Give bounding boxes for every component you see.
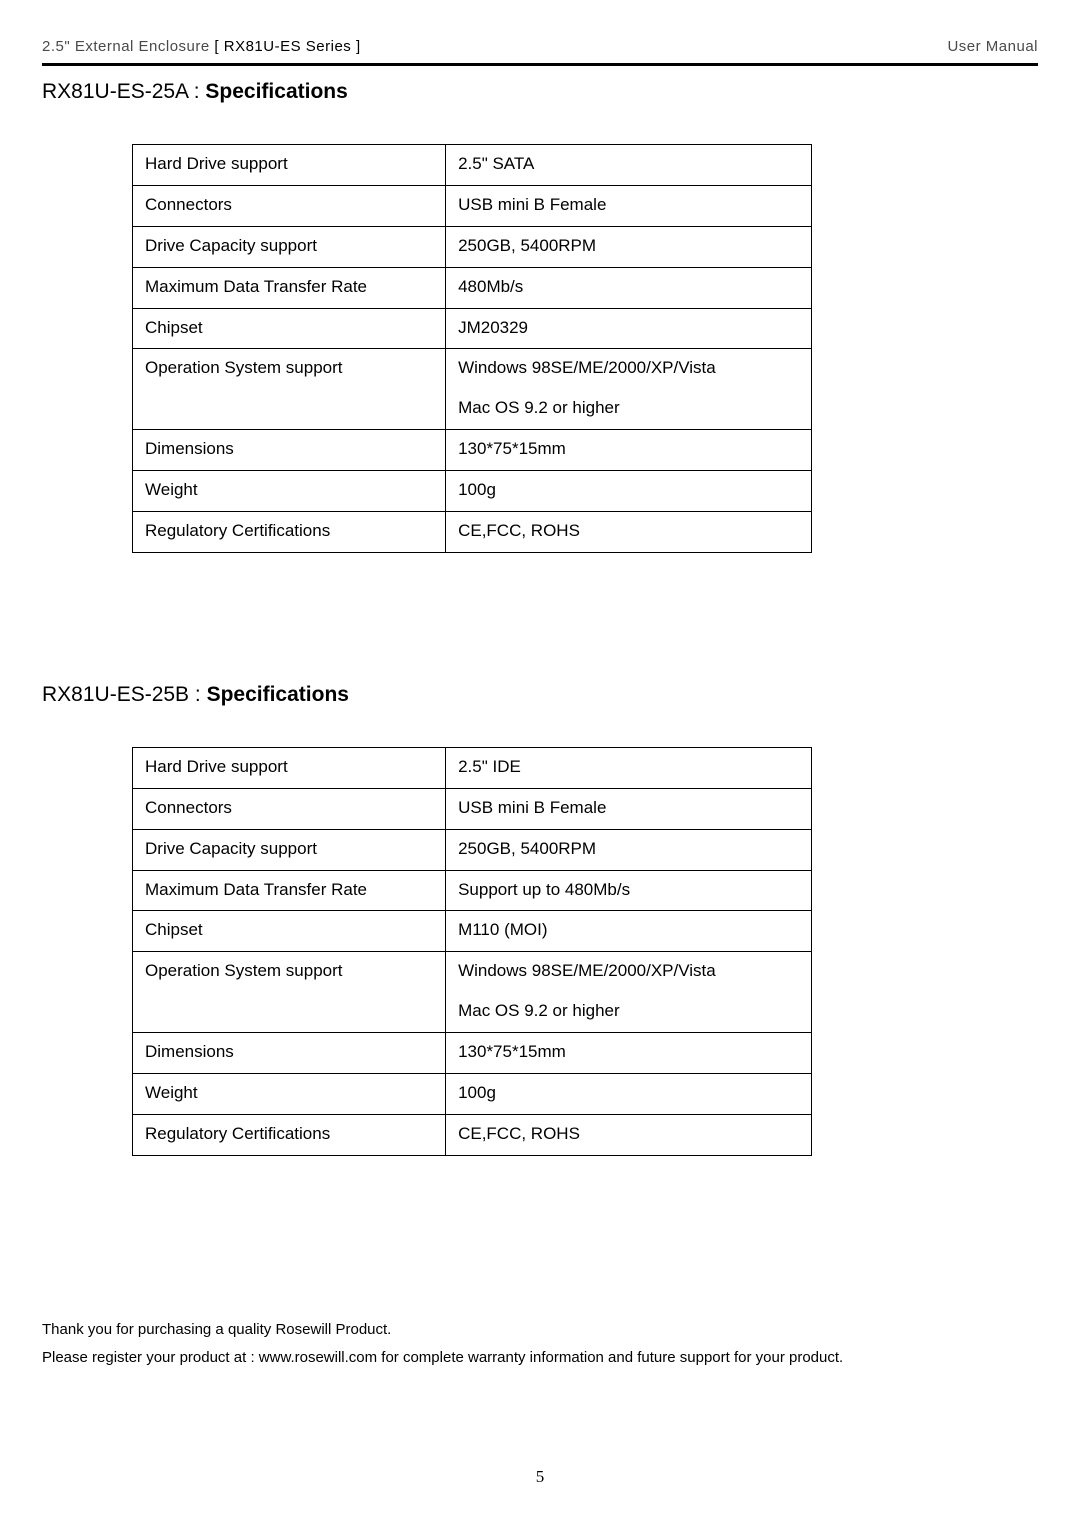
- spec-label: Connectors: [133, 788, 446, 829]
- spec-label: Drive Capacity support: [133, 226, 446, 267]
- spec-table: Hard Drive support2.5" IDEConnectorsUSB …: [132, 747, 812, 1156]
- spec-label: Hard Drive support: [133, 145, 446, 186]
- spec-table: Hard Drive support2.5" SATAConnectorsUSB…: [132, 144, 812, 553]
- spec-label: Regulatory Certifications: [133, 1114, 446, 1155]
- table-row: ConnectorsUSB mini B Female: [133, 788, 812, 829]
- table-row: Operation System supportWindows 98SE/ME/…: [133, 349, 812, 389]
- spec-value: 100g: [446, 1074, 812, 1115]
- spec-value: JM20329: [446, 308, 812, 349]
- footer-line-2: Please register your product at : www.ro…: [42, 1344, 1038, 1373]
- spec-value: 2.5" SATA: [446, 145, 812, 186]
- spec-value: 480Mb/s: [446, 267, 812, 308]
- spec-value: Support up to 480Mb/s: [446, 870, 812, 911]
- spec-label: Dimensions: [133, 430, 446, 471]
- spec-value: 130*75*15mm: [446, 1033, 812, 1074]
- section-title-bold: Specifications: [205, 80, 347, 103]
- table-row: Weight100g: [133, 1074, 812, 1115]
- table-row: Maximum Data Transfer Rate480Mb/s: [133, 267, 812, 308]
- spec-value: 2.5" IDE: [446, 747, 812, 788]
- spec-label: Hard Drive support: [133, 747, 446, 788]
- page-header: 2.5" External Enclosure [ RX81U-ES Serie…: [42, 38, 1038, 61]
- table-row: Dimensions130*75*15mm: [133, 1033, 812, 1074]
- table-row: ChipsetM110 (MOI): [133, 911, 812, 952]
- table-row: Maximum Data Transfer RateSupport up to …: [133, 870, 812, 911]
- spec-label: Maximum Data Transfer Rate: [133, 267, 446, 308]
- spec-label: Operation System support: [133, 349, 446, 430]
- spec-value: CE,FCC, ROHS: [446, 1114, 812, 1155]
- footer-line-1: Thank you for purchasing a quality Rosew…: [42, 1316, 1038, 1345]
- section-title-prefix: RX81U-ES-25A :: [42, 80, 205, 103]
- spec-value: USB mini B Female: [446, 185, 812, 226]
- spec-value: CE,FCC, ROHS: [446, 512, 812, 553]
- spec-value: 250GB, 5400RPM: [446, 829, 812, 870]
- section-title: RX81U-ES-25A : Specifications: [42, 80, 1038, 104]
- spec-label: Drive Capacity support: [133, 829, 446, 870]
- spec-label: Chipset: [133, 308, 446, 349]
- table-row: Operation System supportWindows 98SE/ME/…: [133, 952, 812, 992]
- header-product-type: 2.5" External Enclosure: [42, 38, 214, 55]
- spec-value: Windows 98SE/ME/2000/XP/Vista: [446, 349, 812, 389]
- spec-value: Mac OS 9.2 or higher: [446, 389, 812, 429]
- table-row: Hard Drive support2.5" IDE: [133, 747, 812, 788]
- table-row: Regulatory CertificationsCE,FCC, ROHS: [133, 1114, 812, 1155]
- spec-value: Mac OS 9.2 or higher: [446, 992, 812, 1032]
- spec-value: 250GB, 5400RPM: [446, 226, 812, 267]
- spec-label: Regulatory Certifications: [133, 512, 446, 553]
- table-row: ConnectorsUSB mini B Female: [133, 185, 812, 226]
- spec-label: Weight: [133, 1074, 446, 1115]
- sections-container: RX81U-ES-25A : Specifications Hard Drive …: [42, 80, 1038, 1156]
- spec-label: Dimensions: [133, 1033, 446, 1074]
- table-row: Weight100g: [133, 471, 812, 512]
- table-row: Drive Capacity support250GB, 5400RPM: [133, 829, 812, 870]
- header-right: User Manual: [947, 38, 1038, 55]
- table-row: Dimensions130*75*15mm: [133, 430, 812, 471]
- table-row: ChipsetJM20329: [133, 308, 812, 349]
- section-title: RX81U-ES-25B : Specifications: [42, 683, 1038, 707]
- page-number: 5: [0, 1467, 1080, 1487]
- spec-value: 130*75*15mm: [446, 430, 812, 471]
- table-row: Drive Capacity support250GB, 5400RPM: [133, 226, 812, 267]
- table-row: Hard Drive support2.5" SATA: [133, 145, 812, 186]
- page: 2.5" External Enclosure [ RX81U-ES Serie…: [0, 0, 1080, 1527]
- section-title-prefix: RX81U-ES-25B :: [42, 683, 207, 706]
- spec-label: Chipset: [133, 911, 446, 952]
- footer-text: Thank you for purchasing a quality Rosew…: [42, 1316, 1038, 1373]
- spec-label: Maximum Data Transfer Rate: [133, 870, 446, 911]
- header-series: [ RX81U-ES Series ]: [214, 38, 360, 55]
- spec-value: USB mini B Female: [446, 788, 812, 829]
- section-title-bold: Specifications: [207, 683, 349, 706]
- header-left: 2.5" External Enclosure [ RX81U-ES Serie…: [42, 38, 361, 55]
- spec-label: Operation System support: [133, 952, 446, 1033]
- spec-value: Windows 98SE/ME/2000/XP/Vista: [446, 952, 812, 992]
- spec-value: M110 (MOI): [446, 911, 812, 952]
- spec-label: Weight: [133, 471, 446, 512]
- spec-label: Connectors: [133, 185, 446, 226]
- header-rule: [42, 63, 1038, 66]
- table-row: Regulatory CertificationsCE,FCC, ROHS: [133, 512, 812, 553]
- spec-value: 100g: [446, 471, 812, 512]
